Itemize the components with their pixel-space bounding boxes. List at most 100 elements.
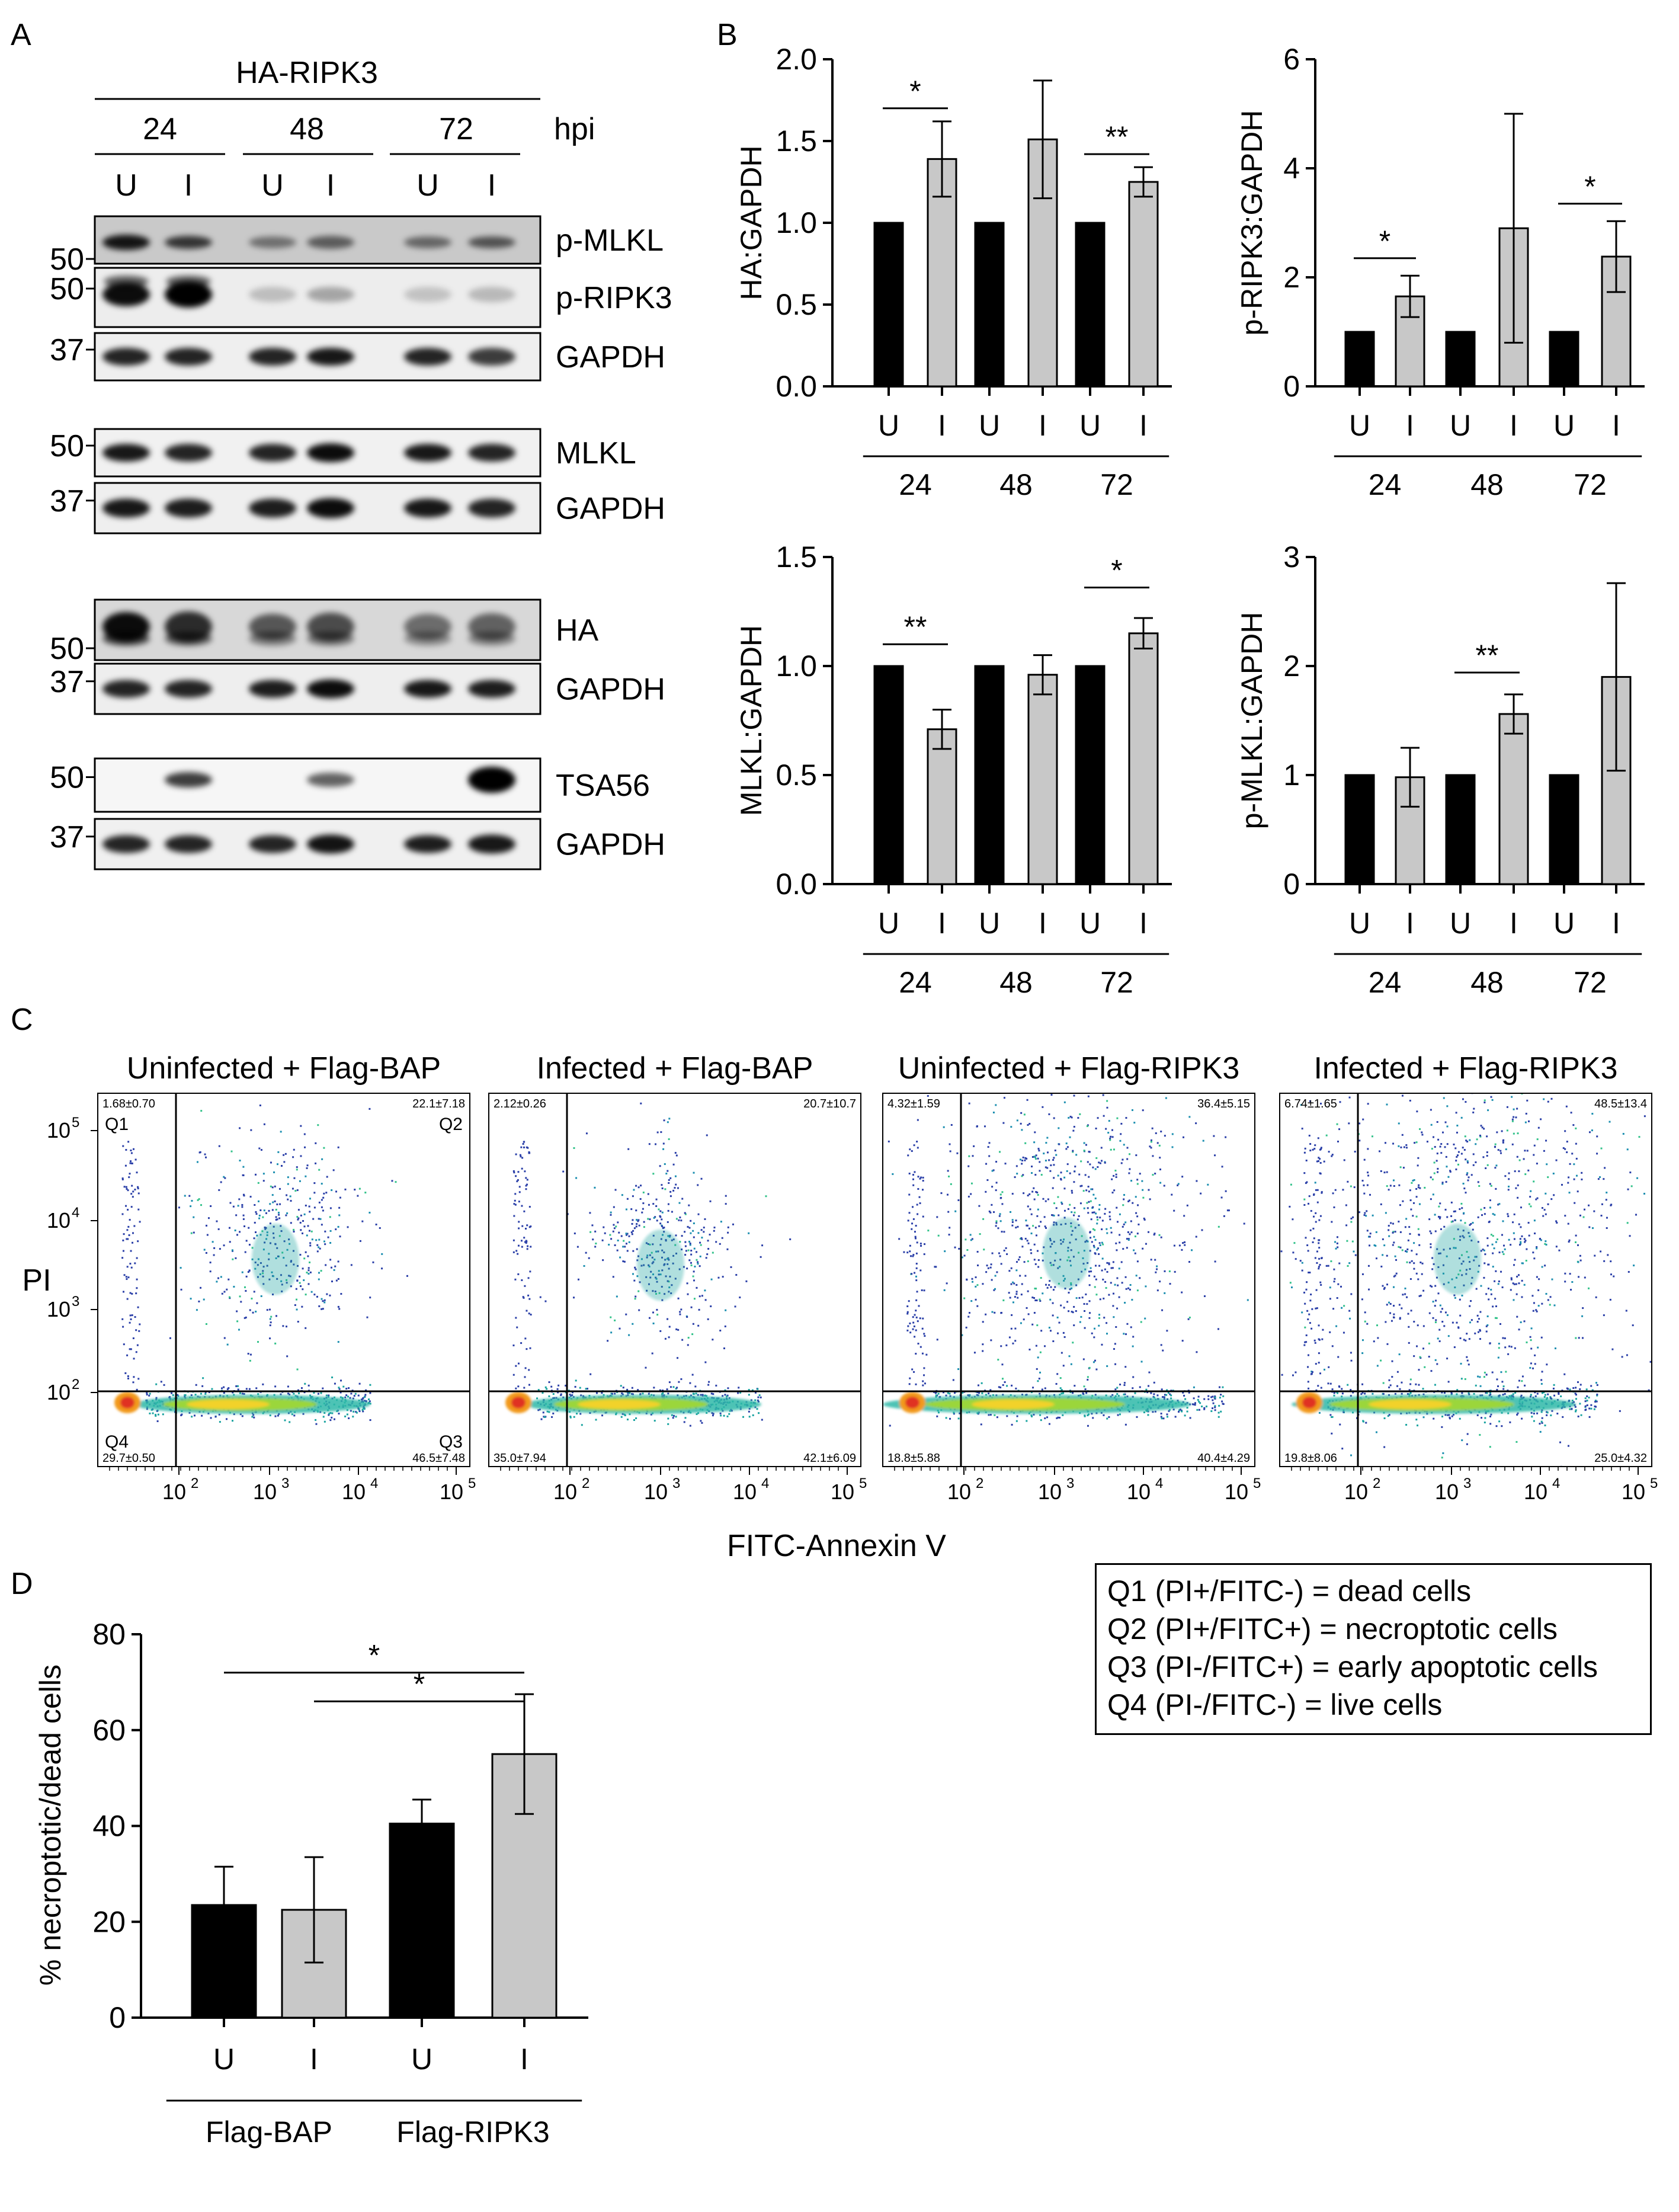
svg-text:3: 3 bbox=[72, 1294, 79, 1310]
bar bbox=[1027, 674, 1058, 885]
category-label: U bbox=[1553, 907, 1575, 940]
significance-marker: * bbox=[1558, 170, 1622, 205]
error-bar bbox=[1607, 220, 1626, 293]
lane-label: U bbox=[416, 168, 439, 203]
category-label: I bbox=[1039, 409, 1047, 442]
bar bbox=[873, 665, 904, 885]
q4-value: 19.8±8.06 bbox=[1284, 1452, 1337, 1465]
y-tick-label: 0.5 bbox=[776, 758, 817, 792]
flow-plot-title: Infected + Flag-BAP bbox=[537, 1051, 813, 1086]
blot-label: GAPDH bbox=[556, 828, 665, 862]
category-label: I bbox=[1612, 409, 1620, 442]
group-label: 24 bbox=[899, 966, 932, 999]
svg-text:10: 10 bbox=[162, 1480, 186, 1504]
svg-text:2: 2 bbox=[976, 1475, 983, 1491]
y-tick-label: 1.0 bbox=[776, 206, 817, 239]
y-tick-label: 40 bbox=[92, 1810, 126, 1843]
y-axis-label: p-MLKL:GAPDH bbox=[1235, 612, 1268, 830]
x-tick-label: 10 5 bbox=[1225, 1475, 1261, 1504]
panel-label-c: C bbox=[11, 1003, 33, 1037]
blot-gapdh: GAPDH 37 bbox=[50, 662, 665, 715]
category-label: I bbox=[520, 2043, 528, 2076]
mw-marker: 37 bbox=[50, 820, 84, 854]
group-label: 72 bbox=[1574, 468, 1607, 501]
y-tick-label: 80 bbox=[92, 1618, 126, 1651]
category-label: U bbox=[1450, 907, 1471, 940]
timepoint-48: 48 bbox=[290, 112, 324, 146]
panel-label-d: D bbox=[11, 1567, 33, 1601]
group-label: 72 bbox=[1100, 966, 1133, 999]
error-bar bbox=[1401, 747, 1420, 808]
group-label: 24 bbox=[1369, 468, 1402, 501]
category-label: U bbox=[1450, 409, 1471, 442]
significance-marker: * bbox=[224, 1639, 524, 1674]
category-label: U bbox=[878, 907, 899, 940]
svg-text:4: 4 bbox=[761, 1475, 769, 1491]
q3-value: 42.1±6.09 bbox=[803, 1452, 856, 1465]
category-label: I bbox=[1139, 409, 1148, 442]
significance-marker: ** bbox=[883, 610, 948, 645]
error-bar bbox=[1504, 113, 1523, 344]
y-tick-label: 10 3 bbox=[47, 1294, 79, 1321]
category-label: I bbox=[938, 409, 946, 442]
svg-text:3: 3 bbox=[281, 1475, 289, 1491]
bar bbox=[974, 665, 1005, 885]
svg-text:4: 4 bbox=[72, 1205, 79, 1221]
x-tick-label: 10 4 bbox=[342, 1475, 378, 1504]
bar bbox=[974, 222, 1005, 388]
bar bbox=[927, 728, 957, 885]
svg-text:3: 3 bbox=[672, 1475, 680, 1491]
timepoint-24: 24 bbox=[143, 112, 177, 146]
bar bbox=[873, 222, 904, 388]
blot-label: p-MLKL bbox=[556, 223, 664, 258]
bar bbox=[1344, 331, 1375, 388]
svg-text:10: 10 bbox=[47, 1118, 71, 1142]
svg-text:*: * bbox=[414, 1667, 425, 1701]
x-tick-label: 10 3 bbox=[644, 1475, 680, 1504]
bar bbox=[1128, 632, 1159, 885]
svg-text:5: 5 bbox=[468, 1475, 476, 1491]
flow-events bbox=[1280, 1093, 1652, 1467]
svg-text:**: ** bbox=[904, 610, 927, 644]
q3-value: 40.4±4.29 bbox=[1197, 1452, 1250, 1465]
x-tick-label: 10 3 bbox=[1435, 1475, 1471, 1504]
q2-value: 20.7±10.7 bbox=[803, 1097, 856, 1110]
group-label: 24 bbox=[899, 468, 932, 501]
error-bar bbox=[1607, 582, 1626, 772]
quadrant-legend: Q1 (PI+/FITC-) = dead cells Q2 (PI+/FITC… bbox=[1095, 1563, 1652, 1735]
svg-text:5: 5 bbox=[1253, 1475, 1261, 1491]
y-tick-label: 2 bbox=[1283, 261, 1300, 294]
category-label: U bbox=[411, 2043, 432, 2076]
legend-line-q4: Q4 (PI-/FITC-) = live cells bbox=[1107, 1688, 1443, 1721]
q3-value: 25.0±4.32 bbox=[1594, 1452, 1647, 1465]
blot-p-mlkl: p-MLKL 50 bbox=[50, 215, 664, 277]
y-tick-label: 2 bbox=[1283, 649, 1300, 683]
y-tick-label: 0 bbox=[109, 2001, 126, 2034]
error-bar bbox=[412, 1798, 431, 1849]
category-label: I bbox=[1039, 907, 1047, 940]
significance-marker: * bbox=[314, 1667, 524, 1702]
hpi-label: hpi bbox=[554, 112, 595, 146]
error-bar bbox=[1401, 274, 1420, 318]
category-label: U bbox=[1079, 409, 1101, 442]
legend-line-q2: Q2 (PI+/FITC+) = necroptotic cells bbox=[1107, 1612, 1558, 1646]
quadrant-name: Q2 bbox=[439, 1115, 463, 1134]
error-bar bbox=[1504, 693, 1523, 735]
x-tick-label: 10 3 bbox=[253, 1475, 289, 1504]
category-label: I bbox=[1510, 907, 1518, 940]
bar bbox=[1549, 331, 1579, 388]
category-label: U bbox=[979, 907, 1000, 940]
lane-label: U bbox=[261, 168, 284, 203]
x-tick-label: 10 5 bbox=[831, 1475, 867, 1504]
y-tick-label: 0.5 bbox=[776, 288, 817, 321]
timepoint-72: 72 bbox=[439, 112, 473, 146]
significance-marker: ** bbox=[1084, 120, 1149, 155]
y-axis-label: HA:GAPDH bbox=[735, 145, 768, 300]
mw-marker: 50 bbox=[50, 632, 84, 666]
q4-value: 29.7±0.50 bbox=[102, 1452, 155, 1465]
panel-label-b: B bbox=[717, 18, 738, 52]
svg-text:10: 10 bbox=[47, 1208, 71, 1233]
